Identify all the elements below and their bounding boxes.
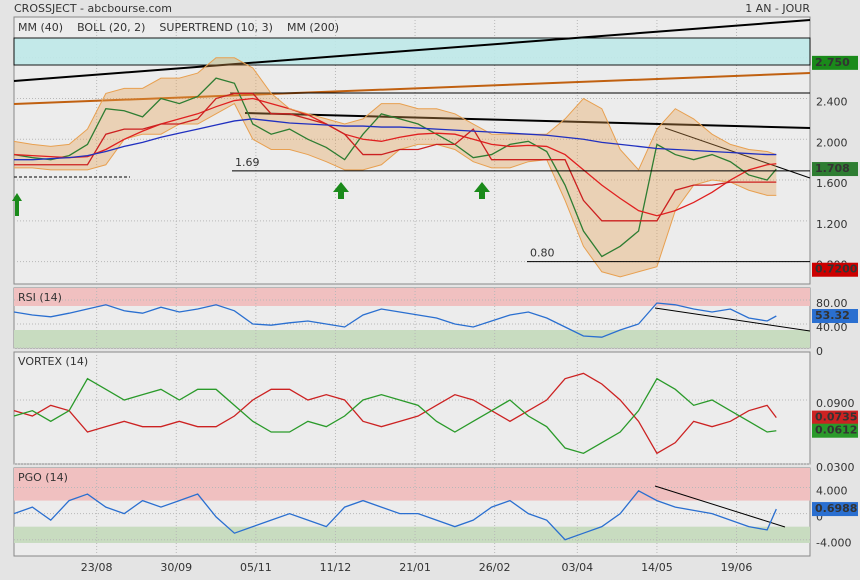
x-tick-label: 21/01 [399,561,431,574]
y-tick-label: 80.00 [816,297,848,310]
y-tick-label: 1.600 [816,177,848,190]
legend-entry: BOLL (20, 2) [77,21,145,34]
value-badge [812,55,858,70]
buy-arrow [474,182,490,199]
legend-entry: MM (40) [18,21,63,34]
x-tick-label: 05/11 [240,561,272,574]
value-badge-label: 0.7200 [815,263,858,276]
y-tick-label: 1.200 [816,218,848,231]
band-fill [14,57,777,277]
header-title: CROSSJECT - abcbourse.com [14,2,172,15]
value-badge [812,423,858,438]
value-badge-label: 1.708 [815,162,850,175]
series-line [14,118,777,161]
y-tick-label: 0 [816,345,823,358]
y-tick-label: -4.000 [816,537,851,550]
value-badge [812,309,858,324]
value-badge-label: 0.0612 [815,424,857,437]
trendline [13,19,811,82]
value-badge [812,502,858,517]
trendline [654,485,786,528]
series-line [13,489,777,541]
x-tick-label: 11/12 [320,561,352,574]
trendline [244,112,811,129]
y-tick-label: 0.0900 [816,397,855,410]
value-badge [812,162,858,177]
x-tick-label: 30/09 [160,561,192,574]
panel-title: RSI (14) [18,291,62,304]
zone [14,468,810,501]
x-tick-label: 14/05 [641,561,673,574]
series-line [13,57,777,171]
value-badge [812,262,858,277]
series-line [13,372,777,455]
value-badge [812,410,858,425]
panel-title: VORTEX (14) [18,355,88,368]
value-badge-label: 2.750 [815,56,850,69]
trendline [13,72,811,105]
value-badge-label: 0.0735 [815,411,857,424]
series-line [14,92,777,222]
x-tick-label: 19/06 [721,561,753,574]
y-tick-label: 40.00 [816,321,848,334]
zone [14,330,810,348]
level-label: 0.80 [530,247,555,260]
x-tick-label: 03/04 [561,561,593,574]
series-line [13,97,777,217]
zone [14,526,810,543]
legend-entry: SUPERTREND (10, 3) [159,21,273,34]
buy-arrow [12,193,22,216]
panel-title: PGO (14) [18,471,68,484]
header-period: 1 AN - JOUR [745,2,810,15]
y-tick-label: 2.000 [816,136,848,149]
series-line [13,77,777,258]
zone [14,288,810,306]
y-tick-label: 4.000 [816,485,848,498]
y-tick-label: 2.400 [816,96,848,109]
value-badge-label: 0.6988 [815,502,857,515]
series-line [13,377,777,455]
legend-entry: MM (200) [287,21,339,34]
marks: 1.69 0.80 2.750 0.7200 1.708 53.32 0.07350.061… [13,55,858,574]
x-tick-label: 26/02 [479,561,511,574]
y-tick-label: 0 [816,511,823,524]
drawings [12,19,811,528]
trendline [654,307,811,332]
series-line [13,302,777,338]
x-tick-label: 23/08 [81,561,113,574]
panel [13,351,811,465]
y-tick-label: 0.0300 [816,461,855,474]
buy-arrow [333,182,349,199]
value-badge-label: 53.32 [815,309,850,322]
level-label: 1.69 [235,156,260,169]
